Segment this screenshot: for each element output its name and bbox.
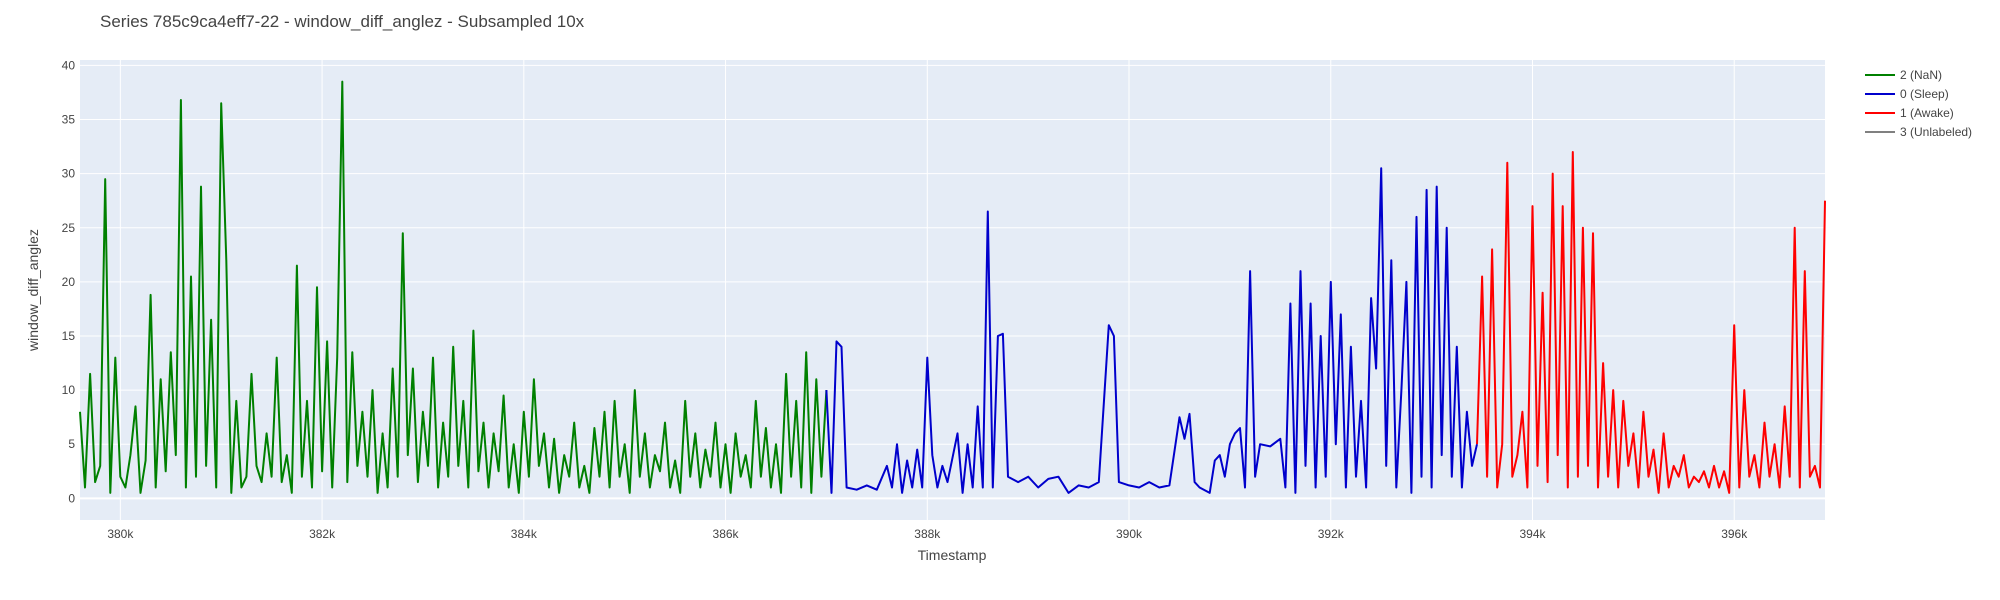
x-tick-label: 394k <box>1519 527 1546 541</box>
y-tick-label: 15 <box>62 329 76 343</box>
legend-label: 2 (NaN) <box>1900 68 1942 82</box>
chart-title: Series 785c9ca4eff7-22 - window_diff_ang… <box>100 12 585 31</box>
y-tick-label: 20 <box>62 275 76 289</box>
legend-label: 0 (Sleep) <box>1900 87 1949 101</box>
y-axis-ticks: 0 5 10 15 20 25 30 35 40 <box>62 58 76 505</box>
series-line-1-awake <box>1476 151 1826 494</box>
legend-item[interactable]: 2 (NaN) <box>1865 68 1942 82</box>
y-tick-label: 35 <box>62 113 76 127</box>
x-axis-ticks: 380k 382k 384k 386k 388k 390k 392k 394k 396k <box>107 527 1748 541</box>
legend-item[interactable]: 1 (Awake) <box>1865 106 1954 120</box>
legend-item[interactable]: 0 (Sleep) <box>1865 87 1949 101</box>
series-line-2-nan <box>79 80 828 494</box>
x-tick-label: 390k <box>1116 527 1143 541</box>
legend-label: 3 (Unlabeled) <box>1900 125 1972 139</box>
x-tick-label: 380k <box>107 527 134 541</box>
series-line-0-sleep <box>825 167 1478 494</box>
x-tick-label: 382k <box>309 527 336 541</box>
legend-label: 1 (Awake) <box>1900 106 1954 120</box>
legend-item[interactable]: 3 (Unlabeled) <box>1865 125 1972 139</box>
x-tick-label: 388k <box>914 527 941 541</box>
series-lines <box>79 80 1826 494</box>
y-axis-title: window_diff_anglez <box>25 229 41 352</box>
x-tick-label: 386k <box>713 527 740 541</box>
y-tick-label: 25 <box>62 221 76 235</box>
y-tick-label: 0 <box>68 491 75 505</box>
x-tick-label: 384k <box>511 527 538 541</box>
legend[interactable]: 2 (NaN) 0 (Sleep) 1 (Awake) 3 (Unlabeled) <box>1865 68 1972 139</box>
y-tick-label: 30 <box>62 167 76 181</box>
x-tick-label: 396k <box>1721 527 1748 541</box>
x-tick-label: 392k <box>1318 527 1345 541</box>
y-tick-label: 10 <box>62 383 76 397</box>
y-tick-label: 5 <box>68 437 75 451</box>
y-tick-label: 40 <box>62 58 76 72</box>
x-axis-title: Timestamp <box>918 547 987 563</box>
